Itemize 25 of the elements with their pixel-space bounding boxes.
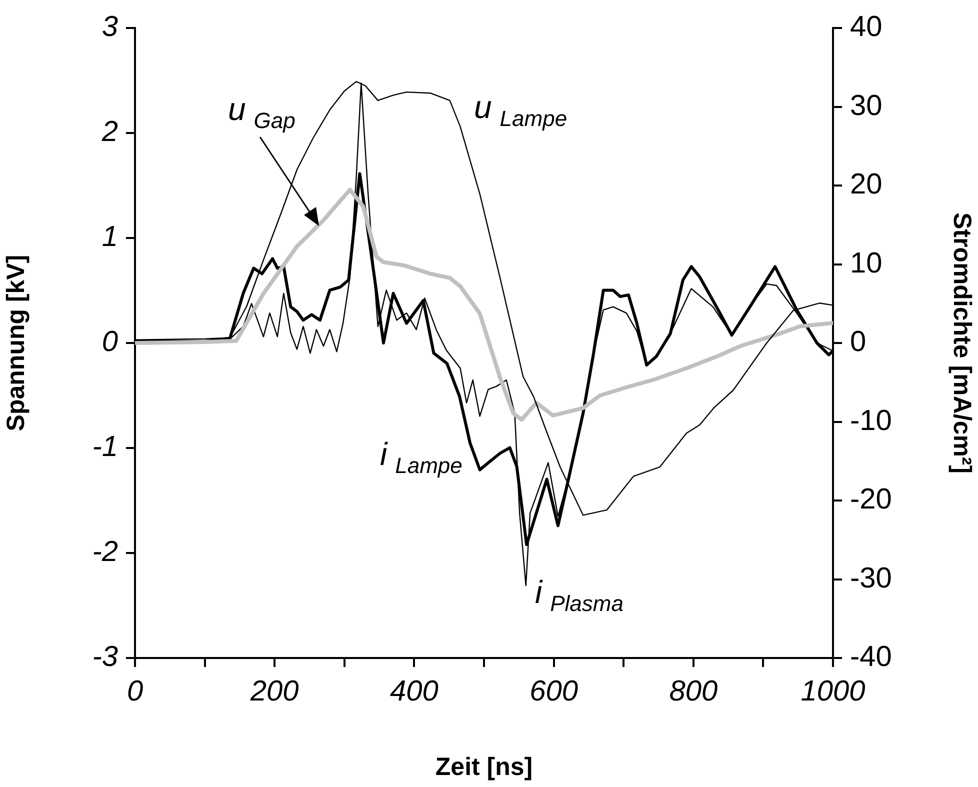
- y-tick-label: -1: [92, 431, 118, 464]
- y-axis-title: Spannung [kV]: [2, 254, 30, 432]
- x-tick-label: 400: [390, 675, 438, 708]
- y-tick-label: 0: [102, 326, 118, 358]
- x-tick-label: 800: [669, 675, 718, 708]
- y-tick-label: -3: [92, 641, 118, 674]
- y-tick-label: -2: [92, 536, 118, 568]
- y-tick-label: 3: [102, 11, 118, 44]
- y2-axis-title: Stromdichte [mA/cm²]: [948, 212, 976, 474]
- x-tick-label: 0: [126, 675, 144, 708]
- x-tick-label: 600: [530, 675, 578, 708]
- y2-tick-label: 0: [850, 326, 866, 358]
- x-tick-label: 1000: [800, 675, 866, 708]
- y2-tick-label: -20: [850, 484, 892, 516]
- y2-tick-label: -30: [850, 562, 892, 594]
- y2-tick-label: -10: [850, 404, 892, 437]
- y2-tick-label: -40: [850, 641, 892, 673]
- y-tick-label: 1: [102, 221, 118, 254]
- y2-tick-label: 30: [850, 90, 882, 122]
- x-tick-label: 200: [249, 675, 299, 708]
- y2-tick-label: 20: [850, 168, 882, 200]
- x-axis-title: Zeit [ns]: [435, 752, 533, 781]
- y-tick-label: 2: [100, 116, 118, 148]
- y2-tick-label: 10: [850, 247, 882, 280]
- y2-tick-label: 40: [850, 11, 882, 43]
